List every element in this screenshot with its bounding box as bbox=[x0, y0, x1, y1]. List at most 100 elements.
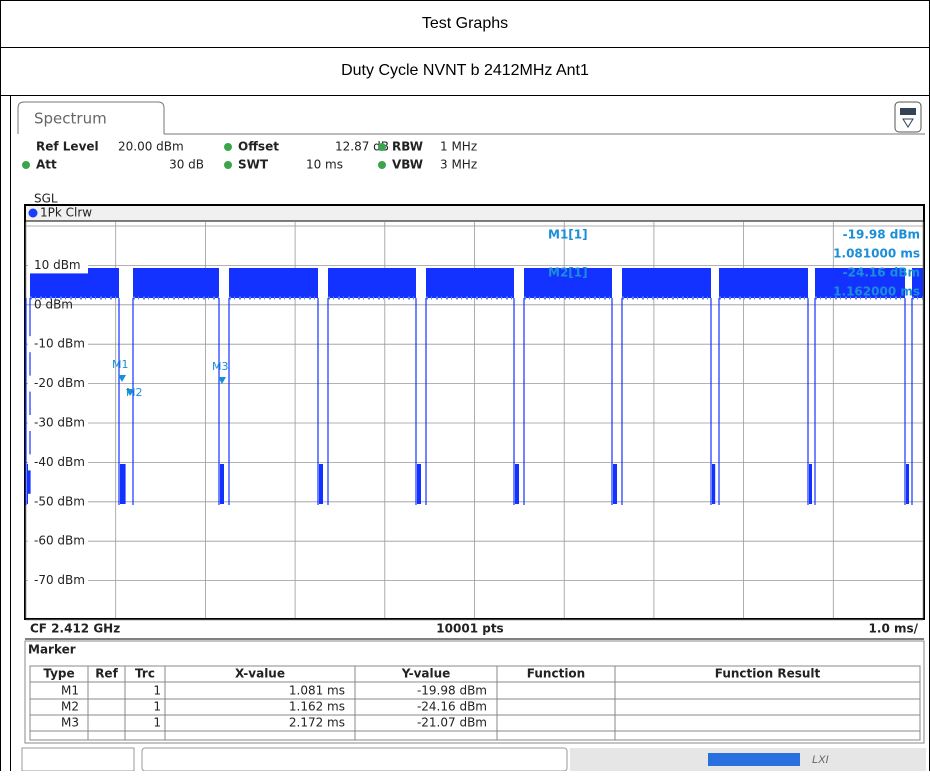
trace-band bbox=[426, 268, 514, 298]
y-label-bg bbox=[28, 375, 88, 392]
marker-info-level: -19.98 dBm bbox=[843, 228, 920, 242]
cell-type: M2 bbox=[61, 700, 79, 714]
trace-edge bbox=[513, 298, 525, 505]
cell-y: -24.16 dBm bbox=[417, 700, 487, 714]
setting-value: 12.87 dB bbox=[335, 140, 389, 154]
report-title: Test Graphs bbox=[422, 15, 508, 32]
marker-info-name: M2[1] bbox=[548, 266, 588, 280]
marker-title: Marker bbox=[28, 643, 76, 657]
tab bbox=[17, 101, 165, 134]
cell-x: 1.162 ms bbox=[289, 700, 345, 714]
trace-dot bbox=[28, 208, 38, 218]
cell-trc: 1 bbox=[153, 700, 161, 714]
cell-x: 2.172 ms bbox=[289, 716, 345, 730]
table-frame bbox=[29, 665, 921, 741]
status-dot bbox=[378, 143, 386, 151]
setting-label: RBW bbox=[392, 140, 423, 154]
trace-band bbox=[719, 268, 808, 298]
trace-floor bbox=[120, 464, 126, 504]
setting-value: 10 ms bbox=[306, 158, 343, 172]
trace-label: 1Pk Clrw bbox=[40, 206, 92, 220]
marker-info-time: 1.162000 ms bbox=[833, 285, 920, 299]
y-tick-label: -30 dBm bbox=[34, 416, 85, 430]
marker-label: M3 bbox=[212, 360, 229, 373]
column-header: Ref bbox=[95, 667, 118, 681]
trace-edge bbox=[611, 298, 623, 505]
trace-floor bbox=[319, 464, 323, 504]
tab-label: Spectrum bbox=[34, 110, 107, 128]
marker-info-name: M1[1] bbox=[548, 228, 588, 242]
marker-triangle bbox=[126, 389, 134, 396]
setting-label: SWT bbox=[238, 158, 269, 172]
setting-value: 1 MHz bbox=[440, 140, 477, 154]
column-header: X-value bbox=[235, 667, 285, 681]
y-label-bg bbox=[28, 454, 88, 471]
y-tick-label: 10 dBm bbox=[34, 258, 81, 272]
trace-edge bbox=[710, 298, 720, 505]
status-box bbox=[21, 747, 135, 772]
trace-band bbox=[229, 268, 318, 298]
trace-floor bbox=[906, 464, 909, 504]
y-tick-label: -10 dBm bbox=[34, 337, 85, 351]
trace-floor bbox=[27, 464, 30, 504]
center-freq: CF 2.412 GHz bbox=[30, 622, 120, 636]
trace-band bbox=[328, 268, 416, 298]
trace-edge bbox=[317, 298, 329, 505]
scale: 1.0 ms/ bbox=[869, 622, 919, 636]
column-header: Y-value bbox=[401, 667, 451, 681]
trace-floor bbox=[515, 464, 519, 504]
cell-y: -19.98 dBm bbox=[417, 684, 487, 698]
y-tick-label: -40 dBm bbox=[34, 455, 85, 469]
progress bbox=[708, 753, 800, 766]
column-header: Trc bbox=[135, 667, 155, 681]
y-label-bg bbox=[28, 415, 88, 431]
cell-trc: 1 bbox=[153, 684, 161, 698]
setting-label: VBW bbox=[392, 158, 423, 172]
marker-triangle bbox=[218, 377, 226, 384]
trace-edge bbox=[904, 298, 913, 505]
marker-triangle bbox=[118, 375, 126, 382]
status-dot bbox=[22, 161, 30, 169]
trace-band bbox=[815, 268, 905, 298]
y-label-bg bbox=[28, 257, 88, 274]
y-label-bg bbox=[28, 572, 88, 589]
column-header: Function Result bbox=[715, 667, 821, 681]
y-label-bg bbox=[28, 336, 88, 353]
trace-bar bbox=[26, 206, 923, 221]
lxi-logo: LXI bbox=[812, 754, 829, 766]
setting-label: Offset bbox=[238, 140, 279, 154]
marker-info-time: 1.081000 ms bbox=[833, 247, 920, 261]
trace-band bbox=[133, 268, 219, 298]
trace-edge bbox=[218, 298, 230, 505]
y-label-bg bbox=[28, 493, 88, 510]
y-tick-label: 0 dBm bbox=[34, 297, 73, 311]
cell-x: 1.081 ms bbox=[289, 684, 345, 698]
report-subtitle: Duty Cycle NVNT b 2412MHz Ant1 bbox=[341, 62, 589, 79]
cell-y: -21.07 dBm bbox=[417, 716, 487, 730]
trace-band bbox=[622, 268, 711, 298]
trace-floor bbox=[712, 464, 716, 504]
cell-type: M1 bbox=[61, 684, 79, 698]
icon bbox=[902, 118, 914, 128]
trace-band bbox=[912, 268, 923, 298]
status-dot bbox=[378, 161, 386, 169]
setting-value: 3 MHz bbox=[440, 158, 477, 172]
points: 10001 pts bbox=[436, 622, 503, 636]
marker-label: M1 bbox=[112, 358, 129, 371]
marker-panel bbox=[24, 640, 925, 744]
icon bbox=[900, 108, 916, 115]
setting-value: 20.00 dBm bbox=[118, 140, 184, 154]
mode: SGL bbox=[34, 192, 58, 206]
y-tick-label: -20 dBm bbox=[34, 376, 85, 390]
y-label-bg bbox=[28, 533, 88, 550]
trace-band bbox=[524, 268, 612, 298]
trace-floor bbox=[417, 464, 421, 504]
marker-label: M2 bbox=[126, 386, 143, 399]
y-tick-label: -70 dBm bbox=[34, 573, 85, 587]
setting-label: Ref Level bbox=[36, 140, 99, 154]
y-tick-label: -60 dBm bbox=[34, 534, 85, 548]
trace-floor bbox=[809, 464, 812, 504]
trace-floor bbox=[220, 464, 224, 504]
status-dot bbox=[224, 143, 232, 151]
